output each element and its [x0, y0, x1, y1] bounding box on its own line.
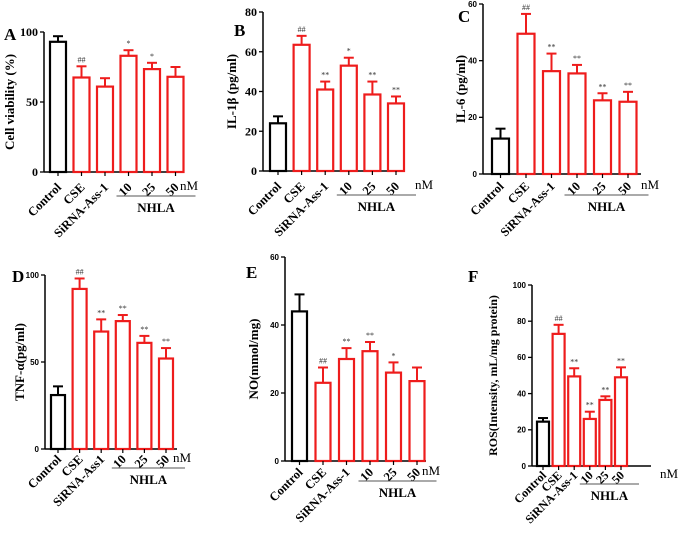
significance-label: *	[127, 39, 131, 48]
significance-label: **	[548, 43, 556, 52]
y-tick-label: 0	[275, 457, 280, 466]
significance-label: **	[119, 304, 127, 313]
panel-letter-f: F	[468, 267, 478, 286]
y-tick-label: 50	[30, 358, 39, 367]
significance-label: **	[573, 54, 581, 63]
panel-letter-e: E	[246, 263, 257, 282]
significance-label: **	[97, 308, 105, 317]
significance-label: **	[366, 331, 374, 340]
y-axis-label: Cell viability (%)	[2, 54, 17, 150]
significance-label: **	[586, 401, 594, 410]
y-tick-label: 60	[245, 45, 257, 59]
y-tick-label: 20	[245, 124, 257, 138]
significance-label: **	[343, 337, 351, 346]
y-axis-label: NO(mmol/mg)	[246, 319, 261, 400]
significance-label: ##	[298, 25, 306, 34]
y-tick-label: 60	[468, 0, 477, 9]
y-tick-label: 40	[245, 85, 257, 99]
unit-label: nM	[660, 466, 679, 481]
y-tick-label: 0	[522, 462, 527, 471]
y-axis-label: IL-6 (pg/ml)	[453, 55, 468, 123]
y-tick-label: 0	[473, 170, 478, 179]
y-tick-label: 60	[270, 253, 279, 262]
bar-control	[535, 420, 551, 468]
y-tick-label: 60	[517, 353, 526, 362]
y-tick-label: 0	[251, 164, 257, 178]
significance-label: ##	[522, 3, 530, 12]
significance-label: **	[624, 81, 632, 90]
bar-50	[613, 376, 629, 468]
nhla-group-label: NHLA	[130, 472, 168, 487]
unit-label: nM	[415, 177, 434, 192]
significance-label: **	[368, 71, 376, 80]
nhla-group-label: NHLA	[379, 485, 417, 500]
bar-10	[582, 417, 597, 468]
nhla-group-label: NHLA	[358, 199, 396, 214]
significance-label: **	[599, 82, 607, 91]
unit-label: nM	[173, 450, 192, 465]
significance-label: **	[570, 357, 578, 366]
unit-label: nM	[422, 463, 441, 478]
significance-label: **	[601, 385, 609, 394]
y-tick-label: 20	[468, 113, 477, 122]
significance-label: **	[140, 325, 148, 334]
y-tick-label: 40	[468, 56, 477, 65]
y-tick-label: 40	[270, 321, 279, 330]
panel-letter-c: C	[458, 7, 470, 26]
y-tick-label: 20	[270, 389, 279, 398]
significance-label: *	[150, 52, 154, 61]
y-axis-label: TNF-α(pg/ml)	[12, 323, 27, 401]
significance-label: ##	[319, 357, 327, 366]
unit-label: nM	[180, 178, 199, 193]
bar-25	[598, 398, 613, 468]
y-tick-label: 100	[26, 271, 40, 280]
y-tick-label: 80	[245, 5, 257, 19]
nhla-group-label: NHLA	[137, 200, 175, 215]
significance-label: ##	[555, 314, 563, 323]
panel-letter-a: A	[4, 25, 17, 44]
significance-label: *	[392, 351, 396, 360]
significance-label: **	[617, 356, 625, 365]
significance-label: *	[347, 47, 351, 56]
y-tick-label: 40	[517, 389, 526, 398]
panel-letter-b: B	[234, 21, 245, 40]
y-tick-label: 50	[26, 95, 38, 109]
bar-cse	[551, 332, 566, 468]
y-tick-label: 100	[513, 281, 527, 290]
y-axis-label: ROS(Intensity, mL/mg protein)	[486, 295, 500, 456]
unit-label: nM	[641, 177, 660, 192]
y-tick-label: 20	[517, 426, 526, 435]
bar-sirna-ass-1	[567, 375, 582, 468]
y-tick-label: 100	[20, 25, 38, 39]
y-axis-label: IL-1β (pg/ml)	[224, 54, 239, 129]
y-tick-label: 80	[517, 317, 526, 326]
y-tick-label: 0	[32, 165, 38, 179]
significance-label: ##	[76, 267, 84, 276]
nhla-group-label: NHLA	[588, 199, 626, 214]
significance-label: **	[321, 71, 329, 80]
significance-label: **	[162, 337, 170, 346]
panel-letter-d: D	[12, 267, 24, 286]
significance-label: ##	[78, 55, 86, 64]
y-tick-label: 0	[35, 445, 40, 454]
nhla-group-label: NHLA	[591, 488, 629, 503]
significance-label: **	[392, 85, 400, 94]
